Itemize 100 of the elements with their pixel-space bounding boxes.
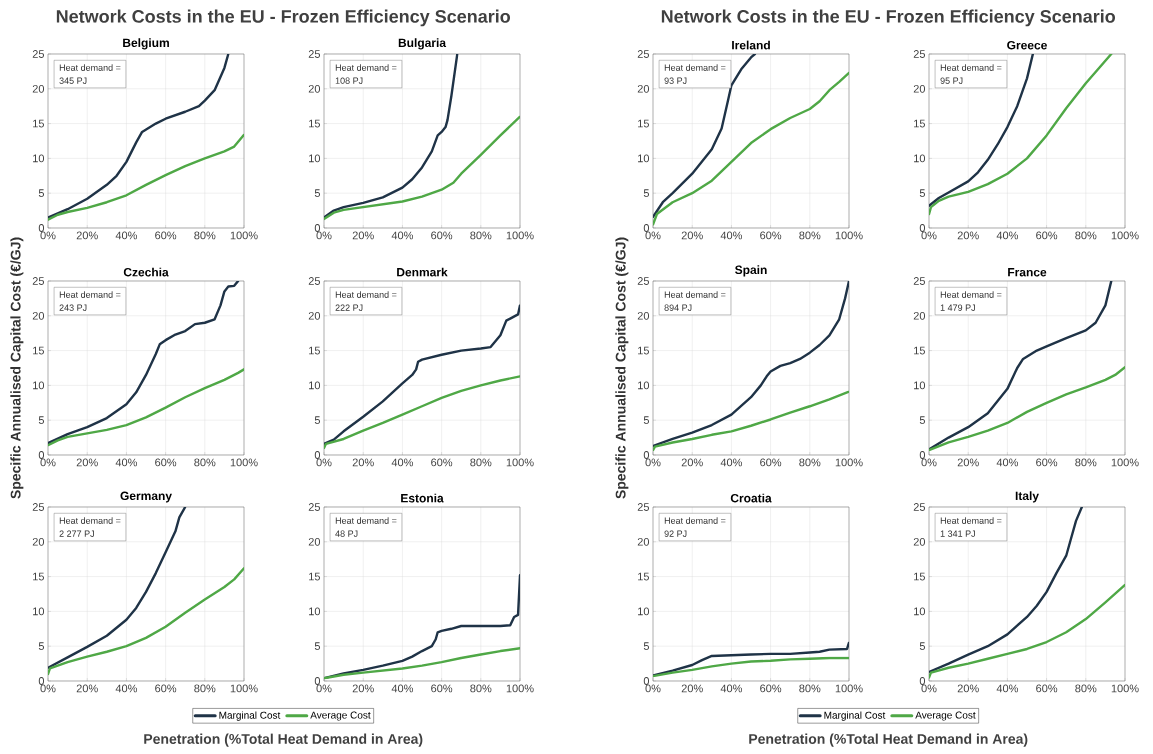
line-series xyxy=(48,567,245,676)
x-tick-label: 40% xyxy=(115,684,138,693)
y-tick-label: 15 xyxy=(309,346,320,355)
y-tick-label: 0 xyxy=(38,677,45,685)
annotation: 95 PJ xyxy=(940,77,963,84)
annotation: Heat demand = xyxy=(335,64,397,71)
y-tick-label: 25 xyxy=(308,277,320,285)
y-tick-label: 10 xyxy=(914,154,926,163)
x-tick-label: 100% xyxy=(506,458,534,467)
y-tick-label: 10 xyxy=(309,607,321,616)
y-tick-label: 15 xyxy=(309,119,320,128)
annotation: Heat demand = xyxy=(940,291,1002,298)
y-tick-label: 20 xyxy=(308,84,321,93)
annotation: 93 PJ xyxy=(664,77,687,84)
annotation: 1 479 PJ xyxy=(940,304,975,311)
y-tick-label: 25 xyxy=(913,277,925,285)
chart-title: Ireland xyxy=(732,40,770,50)
x-tick-label: 20% xyxy=(76,458,98,467)
x-tick-label: 20% xyxy=(76,231,98,240)
y-tick-label: 0 xyxy=(38,451,45,459)
y-tick-label: 10 xyxy=(914,607,926,616)
x-tick-label: 100% xyxy=(1111,684,1139,693)
y-tick-label: 25 xyxy=(637,50,649,58)
chart-title: Belgium xyxy=(123,38,169,50)
y-tick-label: 0 xyxy=(919,451,926,459)
y-tick-label: 5 xyxy=(919,642,925,651)
x-tick-label: 0% xyxy=(645,458,661,467)
x-tick-label: 60% xyxy=(155,684,177,693)
y-tick-label: 20 xyxy=(913,311,926,320)
x-tick-label: 80% xyxy=(194,231,216,240)
annotation: 894 PJ xyxy=(664,304,692,311)
x-tick-label: 60% xyxy=(1036,231,1058,240)
legend-label: Average Cost xyxy=(915,711,976,721)
x-tick-label: 40% xyxy=(115,458,138,467)
x-tick-label: 0% xyxy=(316,684,332,693)
y-tick-label: 5 xyxy=(919,189,925,198)
y-tick-label: 5 xyxy=(38,416,45,425)
chart-title: Bulgaria xyxy=(398,38,447,50)
y-tick-label: 25 xyxy=(637,277,649,285)
y-tick-label: 15 xyxy=(638,572,649,581)
x-tick-label: 100% xyxy=(506,684,534,693)
line-series xyxy=(653,390,849,452)
line-series xyxy=(929,280,1113,451)
annotation: Heat demand = xyxy=(59,64,121,71)
chart-title: Czechia xyxy=(123,267,169,277)
chart-title: Germany xyxy=(120,491,172,503)
x-tick-label: 0% xyxy=(40,684,56,693)
y-tick-label: 5 xyxy=(643,416,649,425)
annotation: 222 PJ xyxy=(335,304,363,311)
x-tick-label: 60% xyxy=(1036,458,1058,467)
x-axis-title: Penetration (%Total Heat Demand in Area) xyxy=(749,733,1028,747)
y-tick-label: 5 xyxy=(643,189,649,198)
x-tick-label: 40% xyxy=(115,231,138,240)
y-tick-label: 15 xyxy=(33,572,44,581)
y-tick-label: 0 xyxy=(919,677,926,685)
y-tick-label: 10 xyxy=(638,381,650,390)
y-tick-label: 25 xyxy=(32,503,44,511)
line-series xyxy=(324,304,521,446)
y-tick-label: 10 xyxy=(638,154,650,163)
x-tick-label: 80% xyxy=(194,458,216,467)
annotation: 345 PJ xyxy=(59,77,87,84)
x-tick-label: 80% xyxy=(799,458,821,467)
x-tick-label: 60% xyxy=(155,231,177,240)
x-tick-label: 80% xyxy=(470,684,492,693)
x-tick-label: 20% xyxy=(352,684,374,693)
y-tick-label: 25 xyxy=(913,503,925,511)
x-tick-label: 80% xyxy=(1075,231,1097,240)
y-tick-label: 20 xyxy=(637,537,650,546)
line-series xyxy=(653,53,757,219)
x-tick-label: 0% xyxy=(40,231,56,240)
y-tick-label: 10 xyxy=(33,607,45,616)
line-series xyxy=(653,656,850,678)
chart-title: France xyxy=(1008,268,1047,277)
y-tick-label: 20 xyxy=(913,537,926,546)
y-tick-label: 20 xyxy=(32,537,45,546)
x-tick-label: 40% xyxy=(996,684,1019,693)
y-axis-title: Specific Annualised Capital Cost (€/GJ) xyxy=(615,237,629,499)
x-tick-label: 80% xyxy=(470,231,492,240)
y-tick-label: 25 xyxy=(32,50,44,58)
x-tick-label: 80% xyxy=(1075,458,1097,467)
x-tick-label: 100% xyxy=(230,684,258,693)
y-tick-label: 20 xyxy=(913,84,926,93)
annotation: 2 277 PJ xyxy=(59,530,94,537)
y-tick-label: 15 xyxy=(33,346,44,355)
x-tick-label: 0% xyxy=(40,458,56,467)
x-tick-label: 100% xyxy=(506,231,534,240)
x-tick-label: 100% xyxy=(230,458,258,467)
line-series xyxy=(48,506,187,669)
x-tick-label: 40% xyxy=(720,684,743,693)
line-series xyxy=(48,368,245,447)
legend-label: Marginal Cost xyxy=(824,711,886,721)
x-tick-label: 20% xyxy=(957,231,979,240)
y-tick-label: 0 xyxy=(38,224,45,232)
annotation: Heat demand = xyxy=(940,517,1002,524)
annotation: 1 341 PJ xyxy=(940,530,975,537)
y-tick-label: 10 xyxy=(914,381,926,390)
y-tick-label: 15 xyxy=(638,119,649,128)
y-tick-label: 20 xyxy=(637,311,650,320)
y-tick-label: 0 xyxy=(314,677,321,685)
y-tick-label: 20 xyxy=(637,84,650,93)
